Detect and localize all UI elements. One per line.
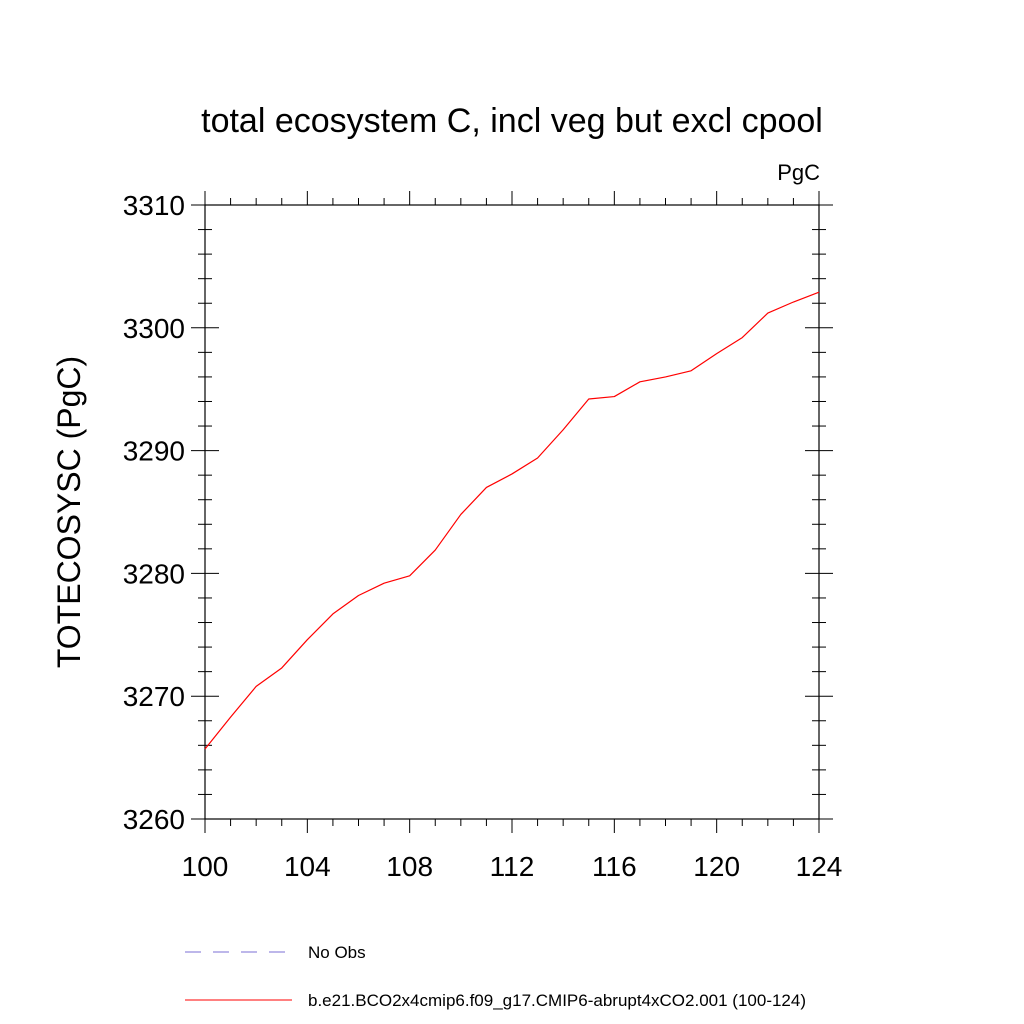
x-tick-label: 108 (386, 851, 433, 882)
axis-tick-labels: 100 104 108 112 116 120 124 3260 3270 3280 3290 330… (123, 190, 843, 882)
y-tick-label: 3310 (123, 190, 185, 221)
y-axis-label: TOTECOSYSC (PgC) (51, 356, 87, 668)
legend-label: b.e21.BCO2x4cmip6.f09_g17.CMIP6-abrupt4x… (308, 991, 806, 1010)
y-tick-label: 3280 (123, 558, 185, 589)
x-tick-label: 100 (182, 851, 229, 882)
y-tick-label: 3270 (123, 681, 185, 712)
axis-ticks (191, 191, 833, 833)
series-line (204, 291, 820, 750)
series-layer (204, 291, 820, 750)
chart-title: total ecosystem C, incl veg but excl cpo… (201, 102, 823, 140)
x-tick-label: 120 (693, 851, 740, 882)
y-tick-label: 3260 (123, 804, 185, 835)
x-tick-label: 104 (284, 851, 331, 882)
units-label: PgC (777, 160, 820, 185)
plot-frame (204, 204, 820, 820)
x-tick-label: 124 (796, 851, 843, 882)
y-tick-label: 3290 (123, 436, 185, 467)
y-tick-label: 3300 (123, 313, 185, 344)
legend-label: No Obs (308, 943, 366, 962)
x-tick-label: 116 (592, 851, 637, 882)
x-tick-label: 112 (490, 851, 535, 882)
legend: No Obs b.e21.BCO2x4cmip6.f09_g17.CMIP6-ab… (185, 943, 806, 1010)
